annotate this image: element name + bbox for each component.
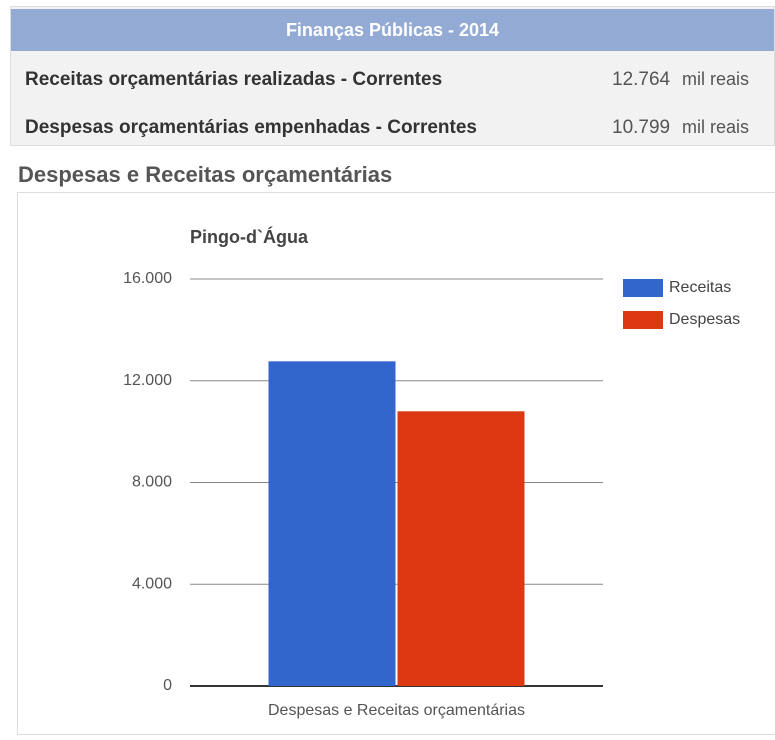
row-value: 12.764 — [612, 69, 671, 90]
legend-swatch — [623, 311, 663, 329]
row-unit: mil reais — [682, 117, 750, 137]
chart-box — [17, 192, 775, 735]
y-tick-label: 16.000 — [123, 270, 172, 287]
section-heading: Despesas e Receitas orçamentárias — [18, 162, 393, 187]
y-tick-label: 8.000 — [132, 474, 172, 491]
chart-title: Pingo-d`Água — [190, 226, 309, 247]
y-tick-label: 4.000 — [132, 575, 172, 592]
row-label: Receitas orçamentárias realizadas - Corr… — [25, 69, 443, 90]
bar — [397, 411, 525, 686]
row-unit: mil reais — [682, 69, 750, 89]
table-title: Finanças Públicas - 2014 — [11, 9, 774, 51]
x-tick-label: Despesas e Receitas orçamentárias — [268, 702, 525, 719]
row-value: 10.799 — [612, 117, 671, 138]
finance-table: Finanças Públicas - 2014 Receitas orçame… — [10, 6, 775, 146]
bar — [268, 361, 396, 686]
legend-swatch — [623, 279, 663, 297]
legend-label: Despesas — [669, 311, 740, 328]
y-tick-label: 0 — [163, 677, 172, 694]
row-label: Despesas orçamentárias empenhadas - Corr… — [25, 117, 477, 138]
y-tick-label: 12.000 — [123, 372, 172, 389]
legend-label: Receitas — [669, 279, 731, 296]
